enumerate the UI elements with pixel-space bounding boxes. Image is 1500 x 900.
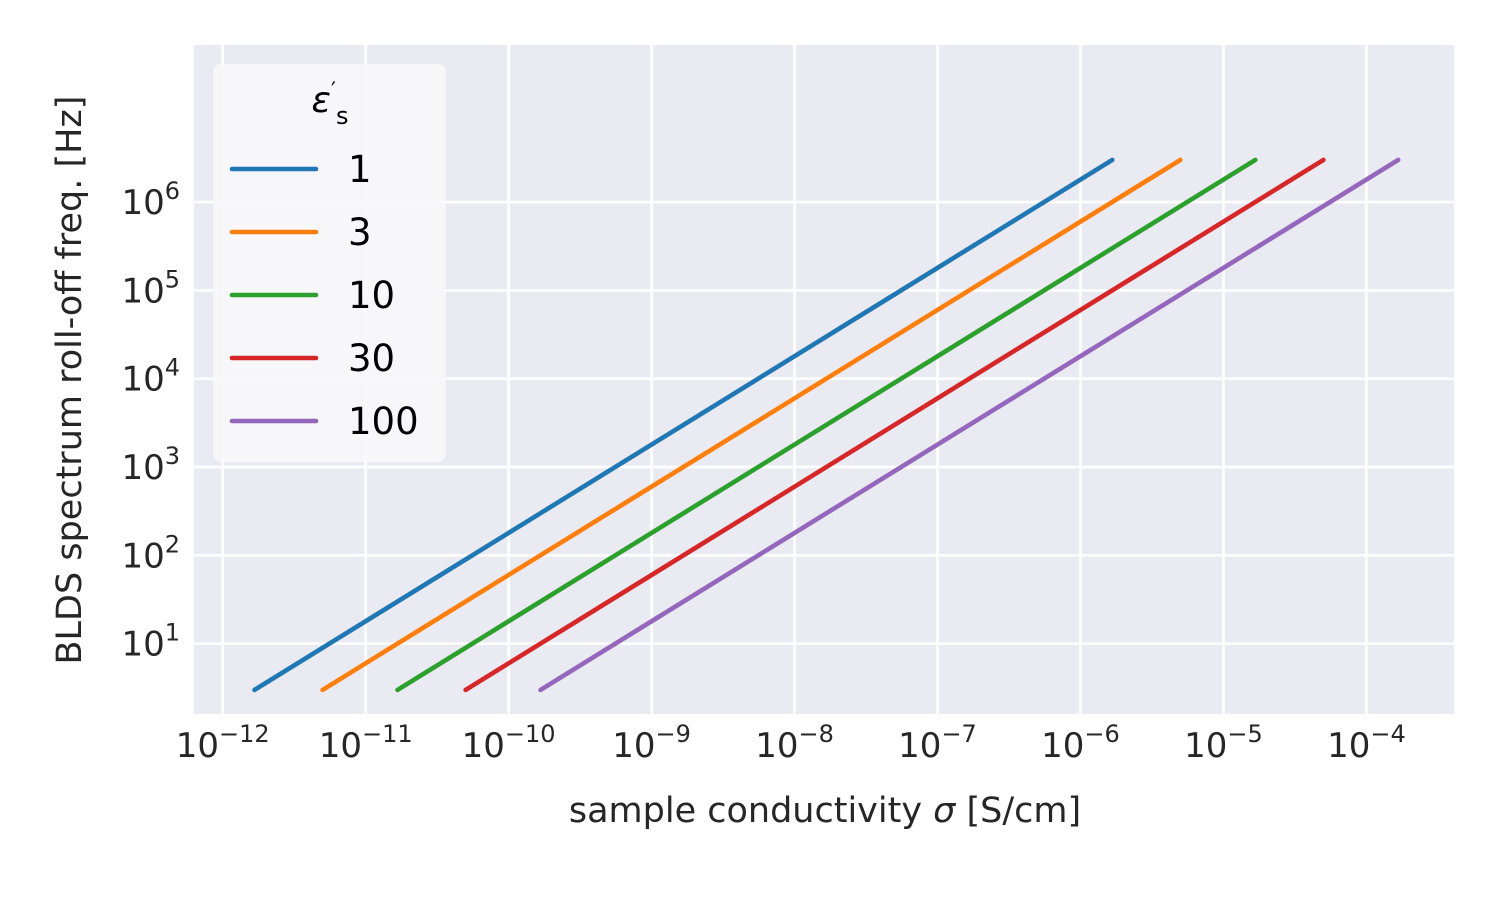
x-tick-labels: 10−12 10−11 10−10 10−9 10−8 10−7 10−6 10−5 10−4 xyxy=(176,720,1406,766)
legend-label: 30 xyxy=(348,337,395,380)
series-line-3 xyxy=(320,157,1183,693)
y-tick-label: 104 xyxy=(121,354,180,400)
y-tick-label: 103 xyxy=(121,442,180,488)
x-tick-label: 10−12 xyxy=(176,720,270,766)
legend-label: 1 xyxy=(348,148,372,191)
series-line-100 xyxy=(538,157,1401,693)
y-tick-label: 102 xyxy=(121,530,180,576)
x-tick-label: 10−8 xyxy=(755,720,834,766)
legend-label: 100 xyxy=(348,400,419,443)
series-line-30 xyxy=(463,157,1326,693)
y-tick-label: 105 xyxy=(121,265,180,311)
series-line-1 xyxy=(252,157,1115,693)
x-axis-label: sample conductivity σ [S/cm] xyxy=(569,791,1081,831)
legend-entries: 1 3 10 30 100 xyxy=(229,148,419,443)
series-line-10 xyxy=(395,157,1258,693)
x-tick-label: 10−5 xyxy=(1184,720,1263,766)
x-tick-label: 10−11 xyxy=(319,720,413,766)
y-tick-labels: 101 102 103 104 105 106 xyxy=(121,177,180,665)
legend-label: 3 xyxy=(348,211,372,254)
legend-box xyxy=(213,64,446,462)
x-tick-label: 10−10 xyxy=(462,720,556,766)
legend: ε′s 1 3 10 30 100 xyxy=(213,64,446,462)
grid xyxy=(194,45,1454,714)
x-tick-label: 10−9 xyxy=(612,720,691,766)
series-lines xyxy=(252,157,1401,693)
legend-title: ε′s xyxy=(312,79,349,130)
x-tick-label: 10−6 xyxy=(1041,720,1120,766)
y-tick-label: 101 xyxy=(121,619,180,665)
y-tick-label: 106 xyxy=(121,177,180,223)
x-tick-label: 10−4 xyxy=(1327,720,1406,766)
y-axis-label: BLDS spectrum roll-off freq. [Hz] xyxy=(50,96,90,665)
x-tick-label: 10−7 xyxy=(898,720,977,766)
legend-label: 10 xyxy=(348,274,395,317)
